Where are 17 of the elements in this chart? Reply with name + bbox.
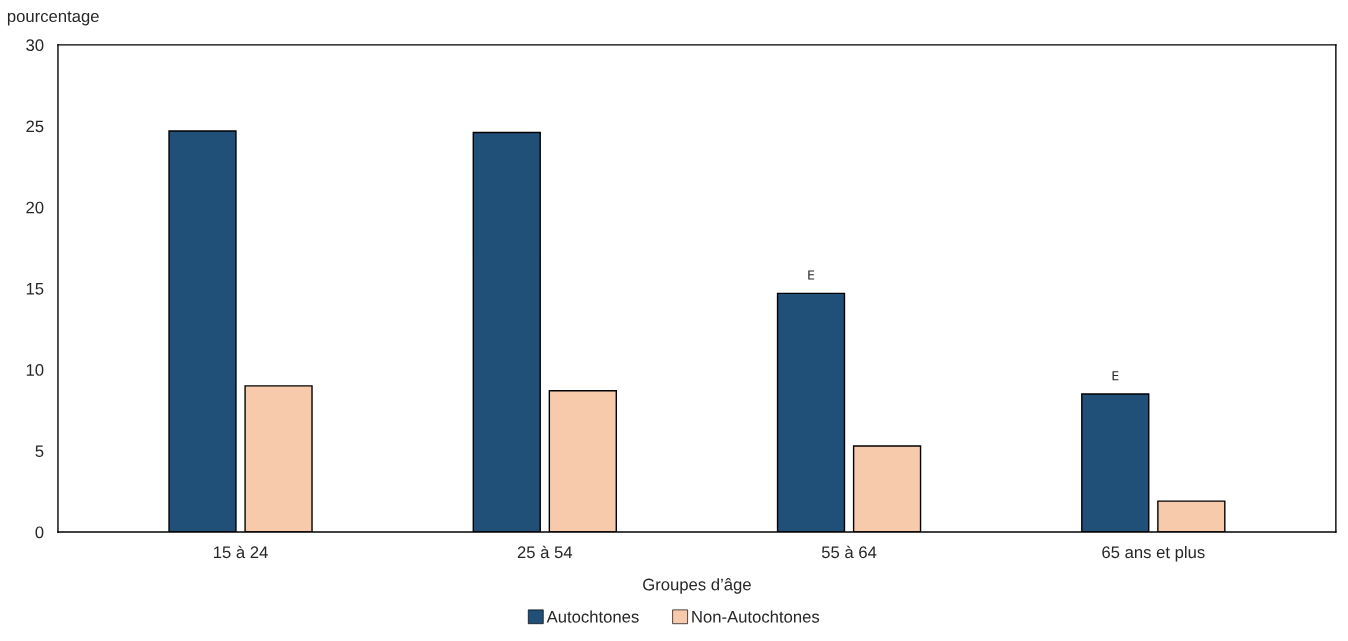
y-tick-label: 10 xyxy=(26,364,44,376)
x-tick-label: 25 à 54 xyxy=(517,545,573,559)
y-tick-label: 20 xyxy=(26,201,44,214)
x-axis-title: Groupes d’âge xyxy=(643,578,751,594)
legend-label: Non-Autochtones xyxy=(692,610,820,623)
x-tick-label: 15 à 24 xyxy=(213,545,268,559)
x-tick-label: 55 à 64 xyxy=(821,545,877,559)
y-tick-label: 0 xyxy=(35,526,44,539)
data-label: E xyxy=(808,270,815,280)
x-tick-label: 65 ans et plus xyxy=(1102,545,1205,562)
y-tick-label: 25 xyxy=(26,120,44,133)
y-axis-title: pourcentage xyxy=(7,11,99,26)
y-tick-label: 30 xyxy=(26,39,44,52)
y-tick-label: 15 xyxy=(26,283,44,295)
legend-label: Autochtones xyxy=(546,610,639,623)
data-label: E xyxy=(1112,371,1119,381)
y-tick-label: 5 xyxy=(35,445,44,458)
